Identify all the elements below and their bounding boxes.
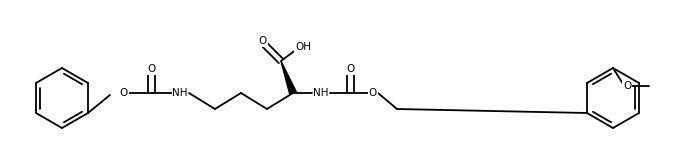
Text: O: O: [623, 81, 631, 91]
Text: O: O: [259, 36, 267, 46]
Text: O: O: [120, 88, 128, 98]
Text: NH: NH: [313, 88, 329, 98]
Text: O: O: [347, 64, 355, 74]
Text: O: O: [148, 64, 156, 74]
Text: O: O: [369, 88, 377, 98]
Polygon shape: [281, 61, 296, 94]
Text: NH: NH: [172, 88, 188, 98]
Text: OH: OH: [295, 42, 311, 52]
